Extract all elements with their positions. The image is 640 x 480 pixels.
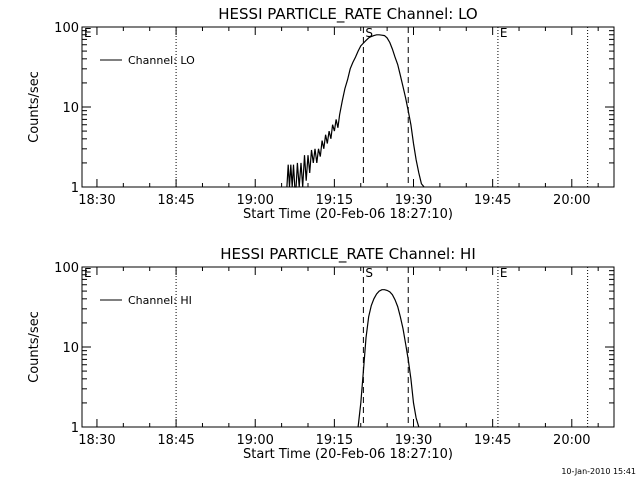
x-tick-label: 20:00 [553,433,590,448]
y-tick-label: 100 [54,261,79,276]
y-tick-label: 10 [62,341,79,356]
y-tick-label: 10 [62,101,79,116]
x-tick-label: 19:15 [316,433,353,448]
legend-label: Channel: LO [128,54,195,67]
x-tick-label: 20:00 [553,193,590,208]
x-tick-label: 18:30 [78,193,115,208]
marker-label-s: S [365,26,373,40]
chart-title: HESSI PARTICLE_RATE Channel: HI [220,245,476,264]
x-tick-label: 18:45 [157,193,194,208]
y-tick-label: 100 [54,21,79,36]
plot-frame [81,266,615,428]
y-axis-label: Counts/sec [27,71,42,143]
hi-channel-panel: HESSI PARTICLE_RATE Channel: HI 1 10 100 Cou… [27,245,615,462]
legend-label: Channel: HI [128,294,192,307]
x-tick-label: 19:30 [395,193,432,208]
x-axis-label: Start Time (20-Feb-06 18:27:10) [243,447,453,462]
x-axis-label: Start Time (20-Feb-06 18:27:10) [243,207,453,222]
footer-timestamp: 10-Jan-2010 15:41 [561,467,636,476]
series-line-channel-hi [357,289,420,428]
y-tick-label: 1 [71,421,79,436]
x-tick-label: 19:45 [474,433,511,448]
x-tick-label: 18:45 [157,433,194,448]
x-tick-label: 19:45 [474,193,511,208]
x-tick-label: 19:15 [316,193,353,208]
lo-channel-panel: HESSI PARTICLE_RATE Channel: LO 1 10 100 Cou… [27,5,615,222]
series-line-channel-lo [286,34,425,188]
x-tick-label: 19:00 [236,193,273,208]
x-tick-label: 19:00 [236,433,273,448]
y-tick-label: 1 [71,181,79,196]
marker-label-e-left: E [84,26,92,40]
chart-title: HESSI PARTICLE_RATE Channel: LO [218,5,477,24]
x-tick-label: 19:30 [395,433,432,448]
plot-frame [81,26,615,188]
x-tick-label: 18:30 [78,433,115,448]
marker-label-s: S [365,266,373,280]
marker-label-e-right: E [500,26,508,40]
marker-label-e-left: E [84,266,92,280]
y-axis-label: Counts/sec [27,311,42,383]
marker-label-e-right: E [500,266,508,280]
